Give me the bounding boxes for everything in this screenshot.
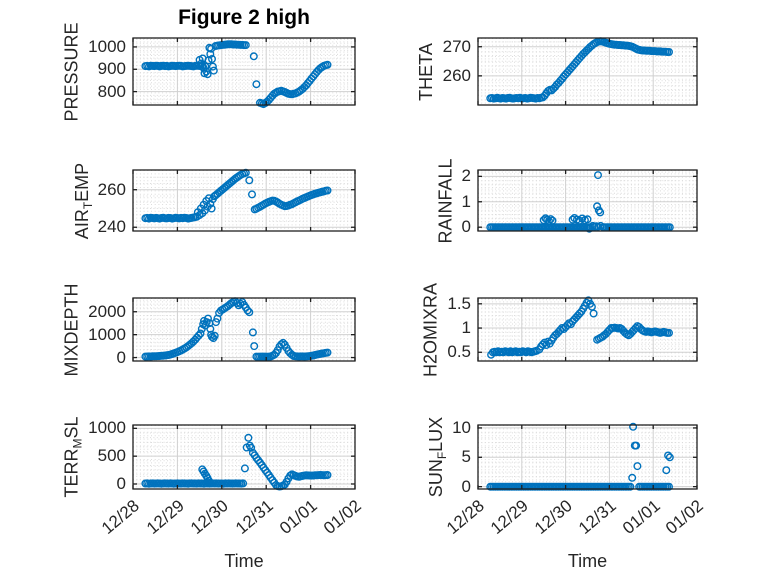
x-axis-label-left: Time xyxy=(224,551,264,571)
y-tick-label: 2 xyxy=(461,166,471,186)
y-tick-label: 1.5 xyxy=(447,293,471,313)
minor-grid xyxy=(478,425,697,489)
minor-grid xyxy=(133,38,355,105)
airtemp-plot-area xyxy=(132,168,356,232)
x-tick-label: 12/28 xyxy=(443,496,489,538)
x-tick-label: 12/31 xyxy=(231,496,277,538)
subplot-sunflux: 0 5 10 SUNFLUX 12/28 12/29 12/30 12/31 01/01 01/0… xyxy=(426,417,708,538)
pressure-plot-area xyxy=(132,37,356,109)
x-tick-label: 01/02 xyxy=(320,496,366,538)
y-axis-label: MIXDEPTH xyxy=(61,282,82,377)
y-tick-label: 900 xyxy=(97,59,126,79)
x-tick-label: 12/31 xyxy=(574,496,620,538)
scatter-series xyxy=(141,168,332,223)
axes-frame xyxy=(132,297,356,362)
sunflux-plot-area xyxy=(477,422,698,491)
axes-frame xyxy=(132,424,356,490)
scatter-series xyxy=(487,296,673,359)
y-tick-label: 260 xyxy=(97,179,126,199)
subplot-mixdepth: 0 1000 2000 MIXDEPTH xyxy=(62,283,361,376)
axes-frame xyxy=(132,37,356,106)
y-tick-label: 0 xyxy=(116,473,126,493)
y-tick-label: 1 xyxy=(461,318,471,338)
subplot-theta: 260 270 THETA xyxy=(417,32,703,111)
subplot-h2omixra: 0.5 1 1.5 H2OMIXRA xyxy=(421,282,703,377)
y-tick-label: 5 xyxy=(461,447,471,467)
rainfall-plot-area xyxy=(477,169,698,233)
y-axis-label: RAINFALL xyxy=(435,157,456,244)
y-axis-label: SUNFLUX xyxy=(425,416,449,498)
x-tick-label: 12/29 xyxy=(487,496,533,538)
axes-frame xyxy=(477,297,698,362)
y-axis-label: PRESSURE xyxy=(61,21,82,122)
y-axis-label: THETA xyxy=(416,42,437,101)
y-tick-label: 800 xyxy=(97,81,126,101)
axes-frame xyxy=(477,424,698,490)
axes-frame xyxy=(477,37,698,106)
y-tick-label: 0.5 xyxy=(447,342,471,362)
theta-plot-area xyxy=(477,37,698,106)
y-tick-label: 2000 xyxy=(88,301,126,321)
scatter-series xyxy=(486,37,673,103)
y-tick-label: 0 xyxy=(461,476,471,496)
subplot-terrmsl: 0 500 1000 TERRMSL 12/28 12/29 12/30 12/31 01/01… xyxy=(62,416,366,537)
subplot-rainfall: 0 1 2 RAINFALL xyxy=(436,158,703,243)
axes-frame xyxy=(132,169,356,232)
scatter-series xyxy=(486,422,674,491)
y-tick-label: 10 xyxy=(452,417,471,437)
y-tick-label: 500 xyxy=(97,446,126,466)
h2omixra-plot-area xyxy=(477,296,698,362)
x-tick-label: 01/01 xyxy=(618,496,664,538)
y-tick-label: 0 xyxy=(116,347,126,367)
x-tick-label: 12/30 xyxy=(531,496,576,538)
y-tick-label: 270 xyxy=(442,36,471,56)
y-tick-label: 0 xyxy=(461,217,471,237)
figure-title: Figure 2 high xyxy=(178,6,310,29)
x-tick-label: 12/30 xyxy=(187,496,233,538)
major-grid xyxy=(133,425,355,489)
terrmsl-plot-area xyxy=(132,424,356,491)
major-grid xyxy=(478,425,697,489)
scatter-series xyxy=(141,297,332,361)
y-tick-label: 1 xyxy=(461,191,471,211)
x-tick-label: 01/01 xyxy=(276,496,321,538)
y-axis-label: H2OMIXRA xyxy=(420,282,441,377)
y-tick-label: 1000 xyxy=(88,324,126,344)
x-tick-label: 12/28 xyxy=(98,496,144,538)
x-tick-label: 01/02 xyxy=(662,496,708,538)
axes-frame xyxy=(477,169,698,232)
minor-grid xyxy=(133,425,355,489)
y-tick-label: 1000 xyxy=(88,36,126,56)
y-axis-label: TERRMSL xyxy=(61,416,85,498)
subplot-pressure: 800 900 1000 PRESSURE xyxy=(62,22,361,121)
mixdepth-plot-area xyxy=(132,297,356,362)
y-tick-label: 240 xyxy=(97,217,126,237)
subplot-airtemp: 240 260 AIRTEMP xyxy=(72,162,361,239)
x-axis-label-right: Time xyxy=(567,551,608,571)
y-tick-label: 260 xyxy=(442,65,471,85)
y-tick-label: 1000 xyxy=(88,418,126,438)
y-axis-label: AIRTEMP xyxy=(71,162,95,239)
x-tick-label: 12/29 xyxy=(142,496,188,538)
